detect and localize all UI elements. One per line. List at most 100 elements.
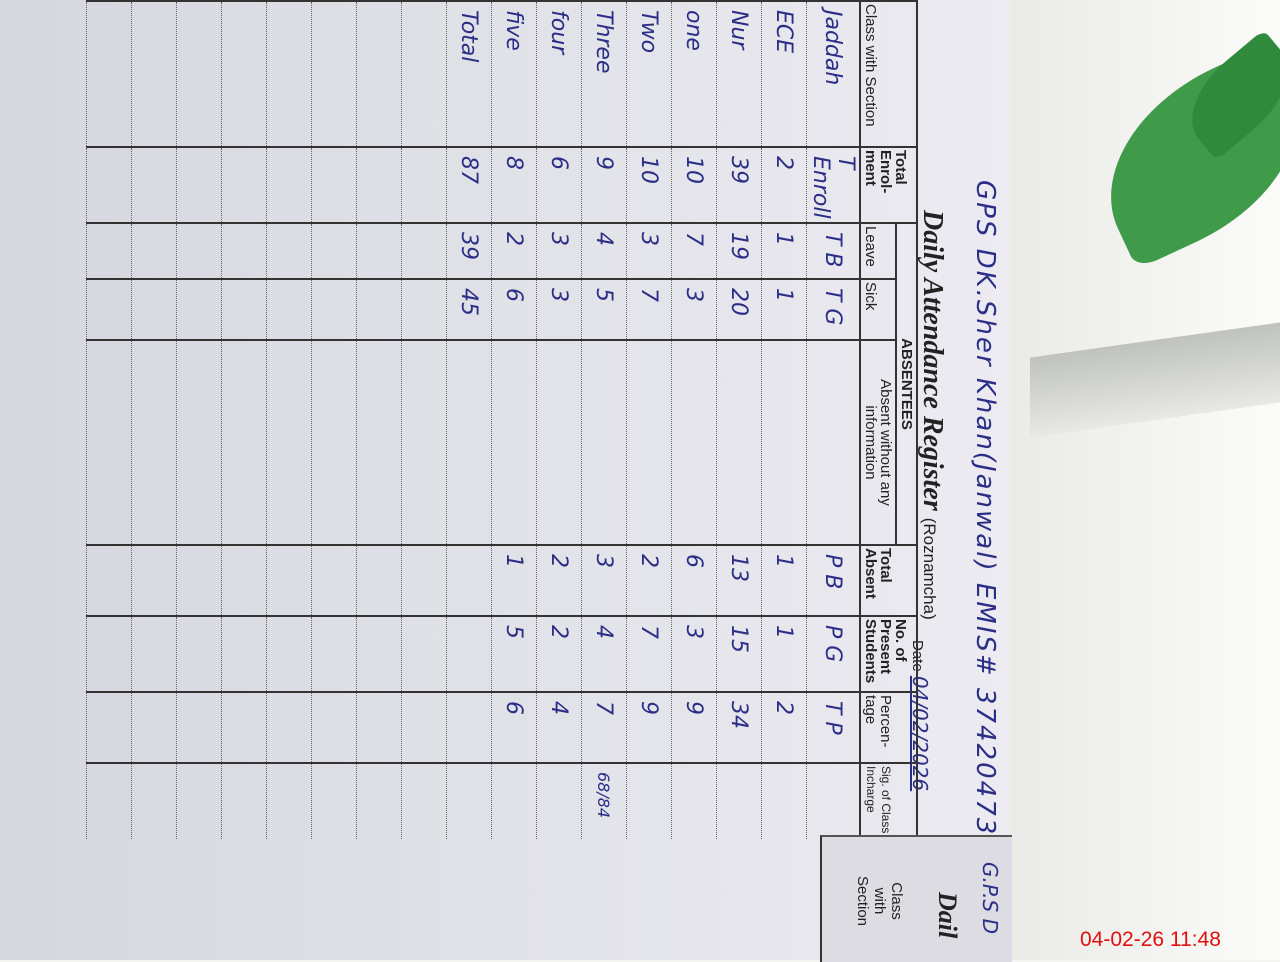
empty-cell bbox=[356, 147, 402, 223]
empty-cell bbox=[176, 279, 222, 340]
cell-class: four bbox=[536, 1, 582, 147]
cell-class: Two bbox=[626, 1, 672, 147]
cell-class: Nur bbox=[716, 1, 762, 147]
cell-pct: 9 bbox=[671, 692, 717, 763]
empty-cell bbox=[221, 545, 267, 616]
col-absentees: ABSENTEES bbox=[896, 223, 917, 545]
cell-class: five bbox=[491, 1, 537, 147]
cell-sig: 68/84 bbox=[581, 763, 627, 839]
cell-sick: 45 bbox=[446, 279, 492, 340]
col-present: No. of Present Students bbox=[860, 616, 917, 692]
cell-sig bbox=[626, 763, 672, 839]
subtitle: (Roznamcha) bbox=[920, 517, 939, 620]
empty-cell bbox=[311, 340, 357, 545]
empty-row bbox=[86, 1, 132, 839]
cell-absent: 1 bbox=[761, 545, 807, 616]
cell-enrol: 8 bbox=[491, 147, 537, 223]
cell-class: one bbox=[671, 1, 717, 147]
empty-cell bbox=[221, 616, 267, 692]
empty-cell bbox=[356, 340, 402, 545]
empty-cell bbox=[86, 692, 132, 763]
empty-cell bbox=[401, 1, 447, 147]
empty-cell bbox=[131, 340, 177, 545]
cell-info bbox=[581, 340, 627, 545]
cell-present: 15 bbox=[716, 616, 762, 692]
register-page: GPS DK.Sher Khan(Janwal) EMIS# 37420473 … bbox=[0, 0, 1010, 960]
table-row: five 8 2 6 1 5 6 bbox=[491, 1, 537, 839]
col-signature: Sig. of Class Incharge bbox=[860, 763, 917, 839]
cell-present: 1 bbox=[761, 616, 807, 692]
cell-sig bbox=[536, 763, 582, 839]
empty-cell bbox=[176, 1, 222, 147]
cell-leave: 19 bbox=[716, 223, 762, 279]
cell-class: ECE bbox=[761, 1, 807, 147]
col-enrolment: Total Enrol-ment bbox=[860, 147, 917, 223]
cell-enrol: 9 bbox=[581, 147, 627, 223]
cell-present: 7 bbox=[626, 616, 672, 692]
empty-cell bbox=[86, 1, 132, 147]
cell-info bbox=[446, 340, 492, 545]
cell-info bbox=[716, 340, 762, 545]
cell-leave: 3 bbox=[536, 223, 582, 279]
empty-cell bbox=[131, 545, 177, 616]
empty-cell bbox=[311, 1, 357, 147]
cell-absent: 3 bbox=[581, 545, 627, 616]
cell-present: 4 bbox=[581, 616, 627, 692]
next-page-class-header: Class with Section bbox=[854, 875, 905, 927]
cell-pct: 7 bbox=[581, 692, 627, 763]
cell-info bbox=[806, 340, 860, 545]
cell-present: 2 bbox=[536, 616, 582, 692]
title-text: Daily Attendance Register bbox=[917, 210, 948, 511]
cell-sick: 7 bbox=[626, 279, 672, 340]
empty-cell bbox=[266, 279, 312, 340]
col-leave: Leave bbox=[860, 223, 896, 279]
cell-info bbox=[671, 340, 717, 545]
cell-sig bbox=[446, 763, 492, 839]
table-row: ECE 2 1 1 1 1 2 bbox=[761, 1, 807, 839]
empty-cell bbox=[266, 545, 312, 616]
empty-cell bbox=[131, 223, 177, 279]
empty-row bbox=[401, 1, 447, 839]
empty-row bbox=[176, 1, 222, 839]
cell-absent: 1 bbox=[491, 545, 537, 616]
empty-cell bbox=[221, 223, 267, 279]
cell-present: P G bbox=[806, 616, 860, 692]
empty-cell bbox=[356, 1, 402, 147]
cell-enrol: 2 bbox=[761, 147, 807, 223]
empty-cell bbox=[266, 692, 312, 763]
empty-cell bbox=[176, 616, 222, 692]
empty-cell bbox=[401, 223, 447, 279]
empty-cell bbox=[131, 616, 177, 692]
empty-cell bbox=[401, 279, 447, 340]
empty-cell bbox=[131, 1, 177, 147]
empty-cell bbox=[221, 340, 267, 545]
empty-cell bbox=[356, 616, 402, 692]
empty-cell bbox=[131, 763, 177, 839]
table-row: one 10 7 3 6 3 9 bbox=[671, 1, 717, 839]
table-row: Total 87 39 45 bbox=[446, 1, 492, 839]
cell-pct: 4 bbox=[536, 692, 582, 763]
empty-cell bbox=[311, 279, 357, 340]
cell-sick: 6 bbox=[491, 279, 537, 340]
cell-enrol: 10 bbox=[626, 147, 672, 223]
cell-pct: T P bbox=[806, 692, 860, 763]
empty-cell bbox=[86, 279, 132, 340]
cell-sig bbox=[761, 763, 807, 839]
empty-cell bbox=[311, 763, 357, 839]
empty-cell bbox=[221, 279, 267, 340]
empty-cell bbox=[176, 545, 222, 616]
empty-cell bbox=[356, 763, 402, 839]
empty-row bbox=[221, 1, 267, 839]
col-without-info: Absent without any information bbox=[860, 340, 896, 545]
table-row: Two 10 3 7 2 7 9 bbox=[626, 1, 672, 839]
cell-pct: 2 bbox=[761, 692, 807, 763]
empty-cell bbox=[401, 692, 447, 763]
empty-cell bbox=[311, 545, 357, 616]
empty-cell bbox=[86, 545, 132, 616]
empty-cell bbox=[221, 692, 267, 763]
empty-cell bbox=[131, 692, 177, 763]
empty-cell bbox=[86, 616, 132, 692]
cell-leave: 39 bbox=[446, 223, 492, 279]
camera-timestamp: 04-02-26 11:48 bbox=[1080, 928, 1221, 951]
empty-cell bbox=[311, 616, 357, 692]
